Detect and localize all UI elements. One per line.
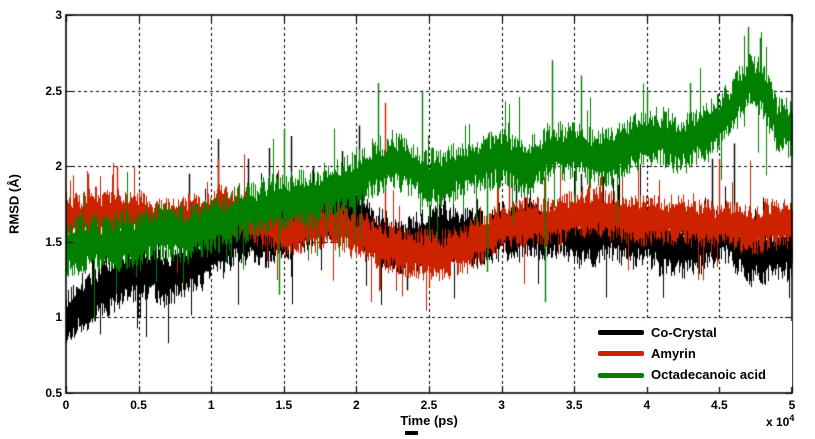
x-tick-label: 1	[207, 398, 215, 412]
y-tick-label: 2	[55, 159, 62, 174]
legend-label: Amyrin	[651, 345, 696, 361]
y-tick-label: 1.5	[45, 234, 62, 249]
x-axis-label: Time (ps)	[400, 413, 458, 428]
legend-swatch-red-line	[598, 351, 644, 357]
legend-entry-co-crystal: Co-Crystal	[598, 324, 792, 342]
legend-label: Co-Crystal	[651, 324, 717, 340]
exponent-base: x 10	[766, 415, 790, 429]
x-tick-label: 3	[498, 398, 505, 412]
y-tick-label: 0.5	[45, 386, 62, 400]
chart-legend: Co-Crystal Amyrin Octadecanoic acid	[598, 321, 792, 387]
x-tick-label: 2	[353, 398, 360, 412]
x-tick-label: 5	[788, 398, 796, 412]
legend-label: Octadecanoic acid	[651, 367, 766, 383]
exponent-power: 4	[789, 413, 795, 423]
x-tick-label: 0.5	[130, 398, 147, 412]
x-tick-label: 1.5	[275, 398, 293, 412]
x-tick-label: 2.5	[420, 398, 438, 412]
legend-entry-octadecanoic-acid: Octadecanoic acid	[598, 366, 792, 384]
legend-swatch-black-line	[598, 330, 644, 336]
x-axis-exponent-label: x 104	[766, 413, 794, 429]
x-tick-label: 3.5	[565, 398, 583, 412]
x-tick-label: 0	[62, 398, 70, 412]
legend-swatch-green-line	[598, 372, 644, 378]
legend-entry-amyrin: Amyrin	[598, 345, 792, 363]
y-tick-label: 2.5	[45, 83, 62, 98]
y-axis-label: RMSD (Å)	[6, 174, 22, 234]
x-tick-label: 4	[643, 398, 651, 412]
caption-artifact-mark	[405, 431, 418, 435]
x-tick-label: 4.5	[711, 398, 728, 412]
y-tick-label: 1	[55, 310, 62, 325]
y-tick-label: 3	[55, 8, 62, 22]
